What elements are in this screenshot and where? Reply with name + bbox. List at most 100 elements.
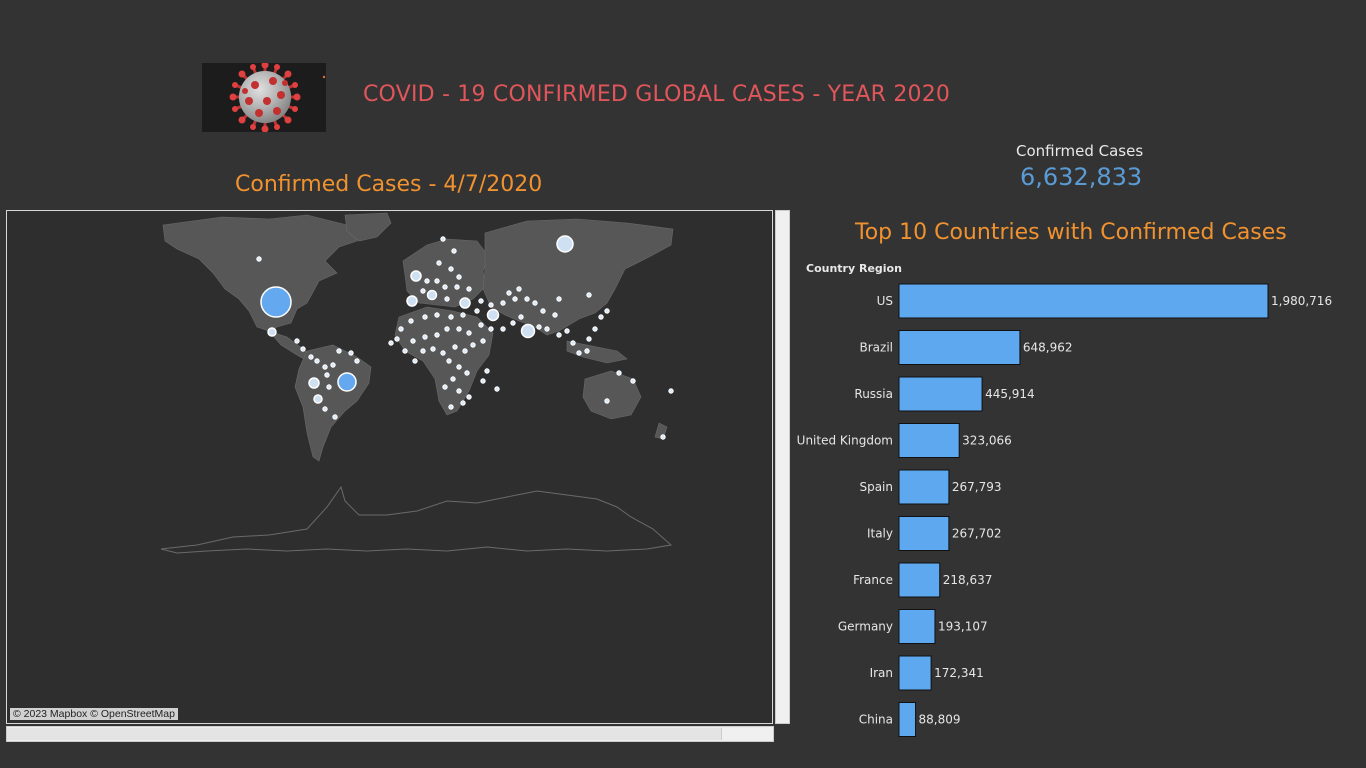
scrollbar-thumb[interactable] [7, 728, 722, 740]
case-bubble[interactable] [337, 372, 357, 392]
bar[interactable] [898, 702, 917, 737]
case-bubble[interactable] [524, 296, 530, 302]
case-bubble[interactable] [332, 414, 338, 420]
case-bubble[interactable] [460, 400, 466, 406]
case-bubble[interactable] [442, 284, 448, 290]
case-bubble[interactable] [586, 292, 592, 298]
case-bubble[interactable] [300, 346, 306, 352]
case-bubble[interactable] [436, 260, 442, 266]
case-bubble[interactable] [444, 296, 450, 302]
case-bubble[interactable] [448, 266, 454, 272]
case-bubble[interactable] [448, 404, 454, 410]
case-bubble[interactable] [410, 270, 422, 282]
bar[interactable] [898, 376, 983, 412]
case-bubble[interactable] [422, 314, 428, 320]
world-map[interactable] [6, 210, 773, 724]
case-bubble[interactable] [442, 384, 448, 390]
case-bubble[interactable] [604, 398, 610, 404]
case-bubble[interactable] [540, 308, 546, 314]
world-map-canvas[interactable] [7, 211, 773, 724]
case-bubble[interactable] [446, 358, 452, 364]
case-bubble[interactable] [460, 312, 466, 318]
case-bubble[interactable] [506, 290, 512, 296]
case-bubble[interactable] [452, 344, 458, 350]
case-bubble[interactable] [486, 308, 500, 322]
case-bubble[interactable] [434, 278, 440, 284]
case-bubble[interactable] [330, 362, 336, 368]
case-bubble[interactable] [552, 312, 558, 318]
case-bubble[interactable] [412, 358, 418, 364]
case-bubble[interactable] [420, 348, 426, 354]
case-bubble[interactable] [336, 348, 342, 354]
bar[interactable] [898, 609, 936, 644]
case-bubble[interactable] [440, 350, 446, 356]
case-bubble[interactable] [313, 394, 323, 404]
case-bubble[interactable] [260, 286, 292, 318]
case-bubble[interactable] [474, 308, 480, 314]
case-bubble[interactable] [556, 235, 574, 253]
bar[interactable] [898, 423, 960, 458]
case-bubble[interactable] [668, 388, 674, 394]
case-bubble[interactable] [394, 336, 400, 342]
case-bubble[interactable] [604, 308, 610, 314]
case-bubble[interactable] [440, 236, 446, 242]
case-bubble[interactable] [478, 322, 484, 328]
case-bubble[interactable] [354, 358, 360, 364]
case-bubble[interactable] [494, 386, 500, 392]
case-bubble[interactable] [586, 336, 592, 342]
case-bubble[interactable] [422, 334, 428, 340]
case-bubble[interactable] [420, 288, 426, 294]
bar[interactable] [898, 655, 932, 691]
case-bubble[interactable] [556, 332, 562, 338]
case-bubble[interactable] [484, 368, 490, 374]
case-bubble[interactable] [512, 296, 518, 302]
case-bubble[interactable] [456, 326, 462, 332]
case-bubble[interactable] [434, 312, 440, 318]
case-bubble[interactable] [536, 324, 542, 330]
case-bubble[interactable] [348, 350, 354, 356]
case-bubble[interactable] [564, 328, 570, 334]
case-bubble[interactable] [630, 378, 636, 384]
bar[interactable] [898, 562, 941, 598]
case-bubble[interactable] [576, 350, 582, 356]
case-bubble[interactable] [324, 372, 330, 378]
case-bubble[interactable] [598, 314, 604, 320]
case-bubble[interactable] [520, 323, 536, 339]
case-bubble[interactable] [592, 326, 598, 332]
case-bubble[interactable] [388, 340, 394, 346]
case-bubble[interactable] [408, 318, 414, 324]
case-bubble[interactable] [570, 340, 576, 346]
case-bubble[interactable] [466, 286, 472, 292]
case-bubble[interactable] [434, 332, 440, 338]
case-bubble[interactable] [424, 278, 430, 284]
case-bubble[interactable] [456, 274, 462, 280]
case-bubble[interactable] [256, 256, 262, 262]
case-bubble[interactable] [451, 248, 457, 254]
case-bubble[interactable] [478, 298, 484, 304]
bar[interactable] [898, 283, 1269, 319]
case-bubble[interactable] [402, 348, 408, 354]
case-bubble[interactable] [398, 326, 404, 332]
case-bubble[interactable] [454, 284, 460, 290]
case-bubble[interactable] [466, 330, 472, 336]
case-bubble[interactable] [308, 377, 320, 389]
case-bubble[interactable] [488, 326, 494, 332]
bar[interactable] [898, 469, 950, 505]
case-bubble[interactable] [326, 384, 332, 390]
map-vertical-scrollbar[interactable] [775, 210, 790, 724]
case-bubble[interactable] [406, 295, 418, 307]
case-bubble[interactable] [556, 296, 562, 302]
case-bubble[interactable] [584, 348, 590, 354]
case-bubble[interactable] [322, 364, 328, 370]
case-bubble[interactable] [308, 354, 314, 360]
case-bubble[interactable] [267, 327, 277, 337]
case-bubble[interactable] [459, 297, 471, 309]
case-bubble[interactable] [448, 314, 454, 320]
case-bubble[interactable] [470, 342, 476, 348]
case-bubble[interactable] [464, 370, 470, 376]
case-bubble[interactable] [450, 376, 456, 382]
case-bubble[interactable] [462, 348, 468, 354]
case-bubble[interactable] [314, 358, 320, 364]
case-bubble[interactable] [516, 286, 522, 292]
case-bubble[interactable] [426, 289, 438, 301]
